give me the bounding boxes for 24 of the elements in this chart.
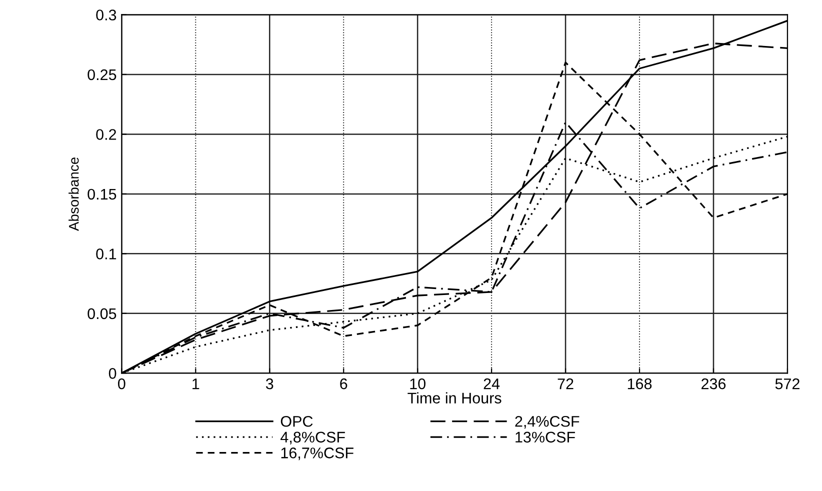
legend-label: 4,8%CSF — [280, 432, 345, 444]
x-tick-label: 168 — [628, 378, 652, 390]
legend-label: 13%CSF — [516, 432, 575, 443]
x-tick-label: 10 — [410, 378, 426, 390]
y-tick-label: 0.2 — [96, 129, 116, 140]
y-tick-label: 0 — [108, 368, 116, 379]
legend-label: 16,7%CSF — [281, 448, 354, 460]
x-tick-label: 572 — [775, 378, 800, 390]
y-tick-label: 0.1 — [96, 248, 116, 260]
y-tick-label: 0.3 — [96, 10, 116, 20]
x-tick-label: 6 — [340, 378, 348, 390]
x-tick-label: 3 — [266, 378, 274, 390]
y-tick-label: 0.15 — [88, 188, 116, 200]
x-axis-title: Time in Hours — [408, 392, 502, 404]
x-tick-label: 1 — [192, 378, 200, 390]
x-tick-label: 0 — [118, 378, 126, 390]
legend-label: 2,4%CSF — [515, 416, 580, 429]
y-axis-title: Absorbance — [68, 158, 79, 231]
y-tick-label: 0.05 — [88, 308, 116, 320]
x-tick-label: 72 — [558, 378, 574, 390]
y-tick-label: 0.25 — [88, 69, 116, 80]
x-tick-label: 236 — [702, 378, 726, 390]
x-tick-label: 24 — [484, 378, 500, 390]
legend-label: OPC — [280, 416, 313, 427]
